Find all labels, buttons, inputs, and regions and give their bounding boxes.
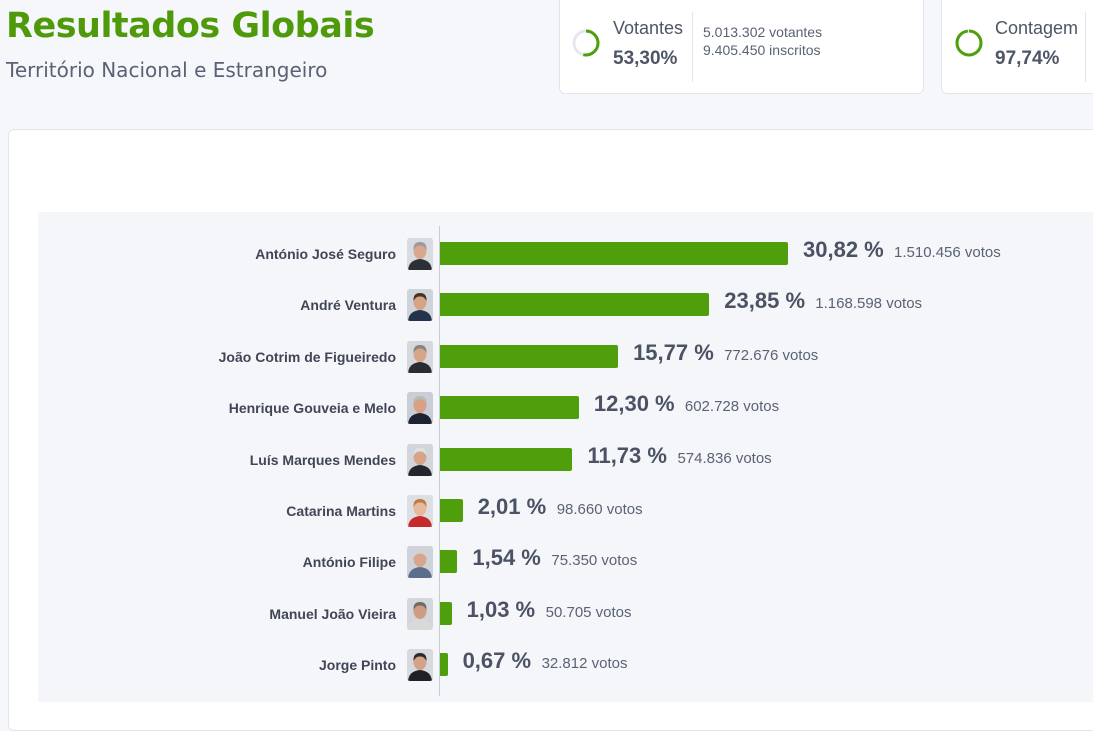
result-bar bbox=[440, 242, 788, 265]
candidate-name: André Ventura bbox=[300, 297, 396, 314]
result-votes: 602.728 votos bbox=[684, 398, 780, 416]
count-card: Contagem 97,74% bbox=[941, 0, 1093, 94]
voters-label: Votantes bbox=[613, 18, 684, 38]
voters-progress-ring bbox=[572, 29, 600, 57]
result-percentage: 1,54 % bbox=[472, 545, 541, 571]
result-votes: 1.168.598 votos bbox=[815, 295, 923, 313]
candidate-photo bbox=[407, 597, 433, 630]
candidate-photo bbox=[407, 495, 433, 527]
candidate-photo bbox=[407, 289, 433, 322]
stat-divider bbox=[1085, 12, 1086, 82]
candidate-row: Catarina Martins 2,01 % 98.660 votos bbox=[0, 491, 1093, 531]
candidate-name: Luís Marques Mendes bbox=[249, 451, 396, 468]
candidate-row: Manuel João Vieira 1,03 % 50.705 votos bbox=[0, 594, 1093, 634]
candidate-name: António José Seguro bbox=[255, 246, 396, 262]
chart-axis-line bbox=[439, 226, 440, 696]
voters-count: 5.013.302 votantes bbox=[703, 24, 823, 40]
candidate-photo bbox=[407, 546, 433, 579]
candidate-row: António Filipe 1,54 % 75.350 votos bbox=[0, 542, 1093, 582]
result-bar bbox=[440, 653, 448, 677]
page-title: Resultados Globais bbox=[6, 6, 375, 46]
candidate-photo bbox=[407, 238, 433, 270]
result-bar bbox=[440, 396, 579, 420]
result-percentage: 12,30 % bbox=[593, 391, 675, 417]
result-percentage: 30,82 % bbox=[803, 237, 884, 262]
registered-count: 9.405.450 inscritos bbox=[703, 42, 821, 58]
candidate-row: Luís Marques Mendes 11,73 % 574.836 votos bbox=[0, 440, 1093, 480]
stat-divider bbox=[692, 12, 693, 82]
candidate-row: António José Seguro 30,82 % 1.510.456 voto… bbox=[0, 234, 1093, 274]
result-votes: 50.705 votos bbox=[545, 603, 632, 621]
result-percentage: 2,01 % bbox=[477, 494, 547, 519]
result-percentage: 11,73 % bbox=[587, 442, 667, 468]
result-percentage: 15,77 % bbox=[633, 339, 714, 365]
result-bar bbox=[440, 601, 452, 625]
result-bar bbox=[440, 344, 619, 368]
candidate-photo bbox=[407, 649, 433, 682]
count-progress-ring bbox=[955, 29, 983, 57]
candidate-row: João Cotrim de Figueiredo 15,77 % 772.676 … bbox=[0, 337, 1093, 377]
result-percentage: 0,67 % bbox=[462, 648, 532, 674]
result-bar bbox=[440, 550, 458, 574]
result-votes: 98.660 votos bbox=[556, 501, 643, 518]
result-votes: 772.676 votos bbox=[724, 346, 819, 364]
voters-percentage: 53,30% bbox=[613, 48, 678, 69]
candidate-row: Jorge Pinto 0,67 % 32.812 votos bbox=[0, 645, 1093, 685]
result-bar bbox=[440, 499, 463, 522]
candidate-photo bbox=[407, 340, 433, 373]
candidate-row: André Ventura 23,85 % 1.168.598 votos bbox=[0, 285, 1093, 325]
result-percentage: 1,03 % bbox=[466, 596, 536, 622]
candidate-name: João Cotrim de Figueiredo bbox=[218, 348, 396, 365]
candidate-name: António Filipe bbox=[302, 554, 396, 571]
result-percentage: 23,85 % bbox=[724, 288, 806, 314]
voters-card: Votantes 53,30% 5.013.302 votantes 9.405… bbox=[559, 0, 924, 94]
result-bar bbox=[440, 293, 710, 317]
result-votes: 1.510.456 votos bbox=[894, 244, 1001, 261]
candidate-name: Henrique Gouveia e Melo bbox=[228, 400, 396, 417]
page-subtitle: Território Nacional e Estrangeiro bbox=[6, 58, 328, 82]
count-label: Contagem bbox=[995, 18, 1079, 38]
candidate-photo bbox=[407, 392, 433, 425]
candidate-name: Catarina Martins bbox=[286, 503, 396, 519]
candidate-row: Henrique Gouveia e Melo 12,30 % 602.728 vo… bbox=[0, 388, 1093, 428]
candidate-photo bbox=[407, 443, 433, 476]
candidate-name: Manuel João Vieira bbox=[269, 605, 396, 622]
result-votes: 574.836 votos bbox=[677, 449, 772, 467]
result-votes: 75.350 votos bbox=[551, 552, 638, 570]
count-percentage: 97,74% bbox=[995, 48, 1060, 69]
result-votes: 32.812 votos bbox=[541, 655, 628, 673]
candidate-name: Jorge Pinto bbox=[318, 657, 396, 674]
result-bar bbox=[440, 447, 573, 471]
